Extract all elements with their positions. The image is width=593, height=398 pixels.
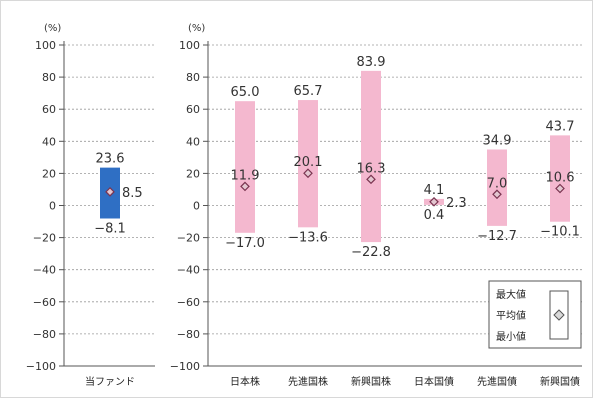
y-tick-label: 100 [35,39,56,52]
y-tick-label: 0 [193,200,200,213]
average-marker [555,183,565,194]
range-bar [487,149,507,226]
min-value-label: −10.1 [540,225,580,240]
max-value-label: 4.1 [424,183,445,198]
legend-max-label: 最大値 [496,288,526,301]
legend-average-marker [553,309,565,321]
y-tick-label: −80 [33,328,56,341]
min-value-label: −13.6 [288,230,328,245]
average-marker [303,168,313,179]
y-tick-label: −100 [170,360,200,373]
y-tick-label: −20 [177,232,200,245]
legend-avg-label: 平均値 [496,309,526,322]
average-marker [105,187,115,197]
avg-value-label: 8.5 [122,186,143,201]
average-marker [240,181,250,192]
average-marker [429,196,439,207]
category-label: 先進国株 [288,375,328,388]
category-label: 当ファンド [85,375,135,388]
category-label: 先進国債 [477,375,517,388]
max-value-label: 23.6 [96,152,125,167]
category-label: 日本株 [230,375,260,388]
y-tick-label: 20 [42,167,56,180]
avg-value-label: 11.9 [231,168,260,183]
y-tick-label: −60 [177,296,200,309]
avg-value-label: 10.6 [546,170,575,185]
y-tick-label: −100 [26,360,56,373]
min-value-label: 0.4 [424,208,445,223]
max-value-label: 65.7 [294,84,323,99]
legend-min-label: 最小値 [496,330,526,343]
y-tick-label: 40 [42,135,56,148]
y-tick-label: 80 [186,71,200,84]
range-bar [235,101,255,233]
y-tick-label: 100 [179,39,200,52]
max-value-label: 65.0 [231,85,260,100]
y-tick-label: 20 [186,167,200,180]
average-marker [366,174,376,185]
max-value-label: 43.7 [546,119,575,134]
avg-value-label: 7.0 [487,176,508,191]
y-tick-label: 60 [42,103,56,116]
range-bar [298,100,318,228]
category-label: 新興国株 [351,375,391,388]
category-label: 新興国債 [540,375,580,388]
y-tick-label: 0 [49,200,56,213]
y-tick-label: 80 [42,71,56,84]
y-unit-label: (%) [44,23,61,34]
y-tick-label: −40 [33,264,56,277]
max-value-label: 34.9 [483,133,512,148]
max-value-label: 83.9 [357,55,386,70]
avg-value-label: 2.3 [446,196,467,211]
y-tick-label: −60 [33,296,56,309]
min-value-label: −22.8 [351,245,391,260]
y-tick-label: 40 [186,135,200,148]
min-value-label: −12.7 [477,229,517,244]
y-tick-label: −80 [177,328,200,341]
y-tick-label: −20 [33,232,56,245]
avg-value-label: 16.3 [357,161,386,176]
avg-value-label: 20.1 [294,155,323,170]
average-marker [492,189,502,200]
y-tick-label: −40 [177,264,200,277]
category-label: 日本国債 [414,375,454,388]
y-tick-label: 60 [186,103,200,116]
min-value-label: −17.0 [225,236,265,251]
range-bar [361,70,381,243]
y-unit-label: (%) [188,23,205,34]
min-value-label: −8.1 [94,222,126,237]
range-bar [550,135,570,222]
